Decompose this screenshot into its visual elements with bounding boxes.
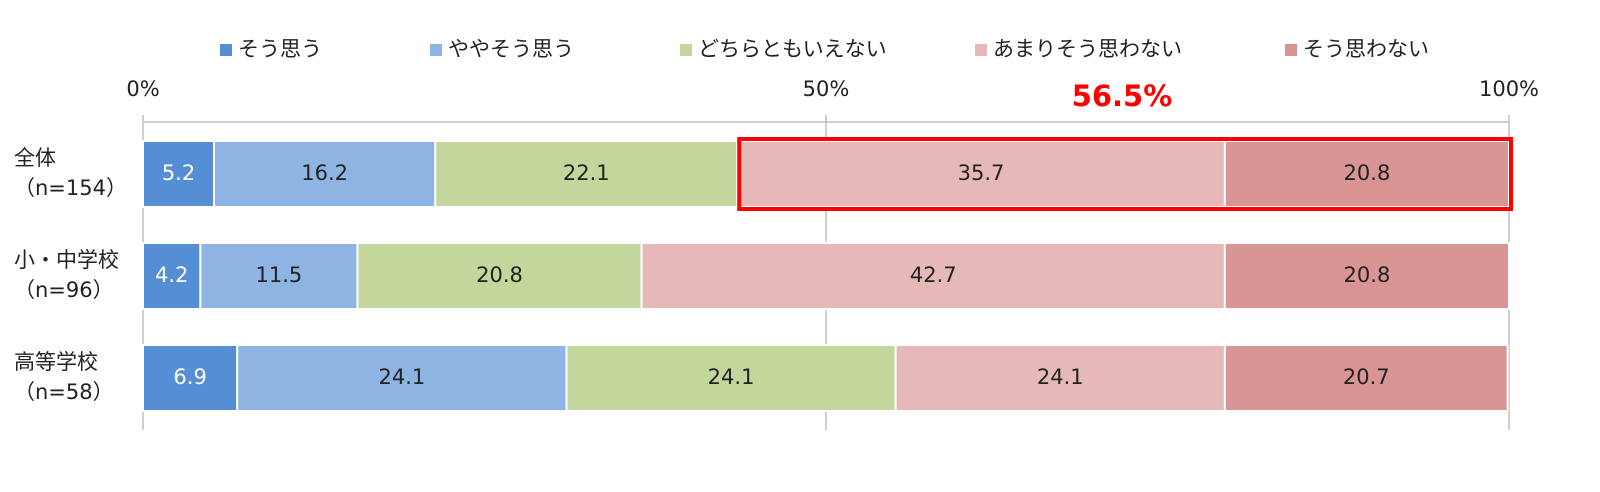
bar-value-label: 20.7 [1343, 365, 1390, 389]
legend-label: そう思う [238, 37, 322, 61]
legend-label: あまりそう思わない [993, 37, 1182, 61]
bar-segment [894, 344, 1226, 412]
legend-label: どちらともいえない [698, 37, 887, 61]
bar-segment [565, 344, 897, 412]
bar-value-label: 20.8 [476, 263, 523, 287]
bar-segment [142, 140, 216, 208]
bar-value-label: 24.1 [378, 365, 425, 389]
bar-segment [142, 242, 202, 310]
category-sublabel: （n=96） [14, 278, 114, 302]
legend-swatch [975, 44, 987, 56]
bar-value-label: 24.1 [708, 365, 755, 389]
x-tick-label: 0% [126, 77, 159, 101]
bar-segment [236, 344, 568, 412]
bar-value-label: 42.7 [910, 263, 957, 287]
category-label: 全体 [14, 146, 56, 170]
legend-swatch [430, 44, 442, 56]
bar-value-label: 35.7 [958, 161, 1005, 185]
bar-segment [434, 140, 739, 208]
legend-swatch [220, 44, 232, 56]
bar-value-label: 5.2 [162, 161, 195, 185]
annotation: 56.5% [1072, 79, 1173, 113]
legend-swatch [680, 44, 692, 56]
category-sublabel: （n=154） [14, 176, 127, 200]
legend-label: そう思わない [1303, 37, 1429, 61]
bar-segment [1223, 242, 1510, 310]
legend-swatch [1285, 44, 1297, 56]
category-sublabel: （n=58） [14, 380, 114, 404]
bar-segment [640, 242, 1226, 310]
bar-value-label: 16.2 [301, 161, 348, 185]
bar-value-label: 6.9 [173, 365, 206, 389]
x-tick-label: 100% [1479, 77, 1539, 101]
bar-value-label: 4.2 [155, 263, 188, 287]
x-tick-label: 50% [803, 77, 850, 101]
bar-value-label: 11.5 [256, 263, 303, 287]
bar-segment [1223, 140, 1510, 208]
bar-value-label: 24.1 [1037, 365, 1084, 389]
category-label: 小・中学校 [14, 248, 119, 272]
legend-label: ややそう思う [448, 37, 574, 61]
highlight-box [737, 137, 1513, 211]
bar-segment [142, 344, 239, 412]
bar-segment [213, 140, 437, 208]
bar-value-label: 20.8 [1344, 263, 1391, 287]
bar-segment [1223, 344, 1509, 412]
bar-value-label: 20.8 [1344, 161, 1391, 185]
category-label: 高等学校 [14, 350, 98, 374]
bar-value-label: 22.1 [563, 161, 610, 185]
